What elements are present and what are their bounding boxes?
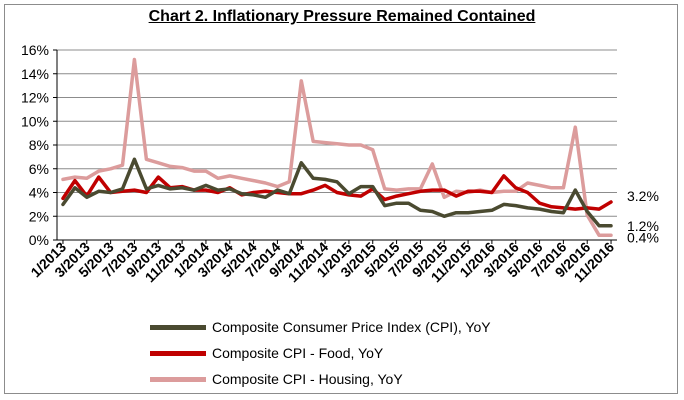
axes xyxy=(53,49,617,244)
y-tick-label: 10% xyxy=(21,113,49,129)
end-label-food: 3.2% xyxy=(627,188,659,204)
y-tick-label: 8% xyxy=(29,137,49,153)
legend-item-cpi: Composite Consumer Price Index (CPI), Yo… xyxy=(150,314,550,340)
legend-label-cpi: Composite Consumer Price Index (CPI), Yo… xyxy=(212,319,491,335)
legend-swatch-housing xyxy=(150,376,206,382)
legend-item-food: Composite CPI - Food, YoY xyxy=(150,340,550,366)
y-tick-label: 14% xyxy=(21,66,49,82)
chart-title: Chart 2. Inflationary Pressure Remained … xyxy=(148,8,536,25)
y-tick-label: 4% xyxy=(29,185,49,201)
series-lines xyxy=(61,57,613,238)
y-tick-label: 0% xyxy=(29,232,49,248)
legend-label-food: Composite CPI - Food, YoY xyxy=(212,345,384,361)
legend: Composite Consumer Price Index (CPI), Yo… xyxy=(150,314,550,392)
y-tick-label: 16% xyxy=(21,42,49,58)
gridlines xyxy=(57,49,617,217)
chart-frame xyxy=(4,4,678,394)
y-tick-label: 6% xyxy=(29,161,49,177)
y-tick-labels: 0% 2% 4% 6% 8% 10% 12% 14% 16% xyxy=(21,42,49,248)
series-line-food xyxy=(61,174,613,211)
legend-item-housing: Composite CPI - Housing, YoY xyxy=(150,366,550,392)
y-tick-label: 12% xyxy=(21,90,49,106)
end-label-cpi: 1.2% xyxy=(627,218,659,234)
x-tick-labels: 1/20133/20135/20137/20139/201311/20131/2… xyxy=(27,239,617,286)
series-line-cpi xyxy=(61,157,613,228)
legend-label-housing: Composite CPI - Housing, YoY xyxy=(212,371,403,387)
y-tick-label: 2% xyxy=(29,208,49,224)
end-label-housing: 0.4% xyxy=(627,229,659,245)
legend-swatch-cpi xyxy=(150,324,206,330)
end-value-labels: 3.2% 1.2%0.4% xyxy=(627,188,659,245)
legend-swatch-food xyxy=(150,350,206,356)
